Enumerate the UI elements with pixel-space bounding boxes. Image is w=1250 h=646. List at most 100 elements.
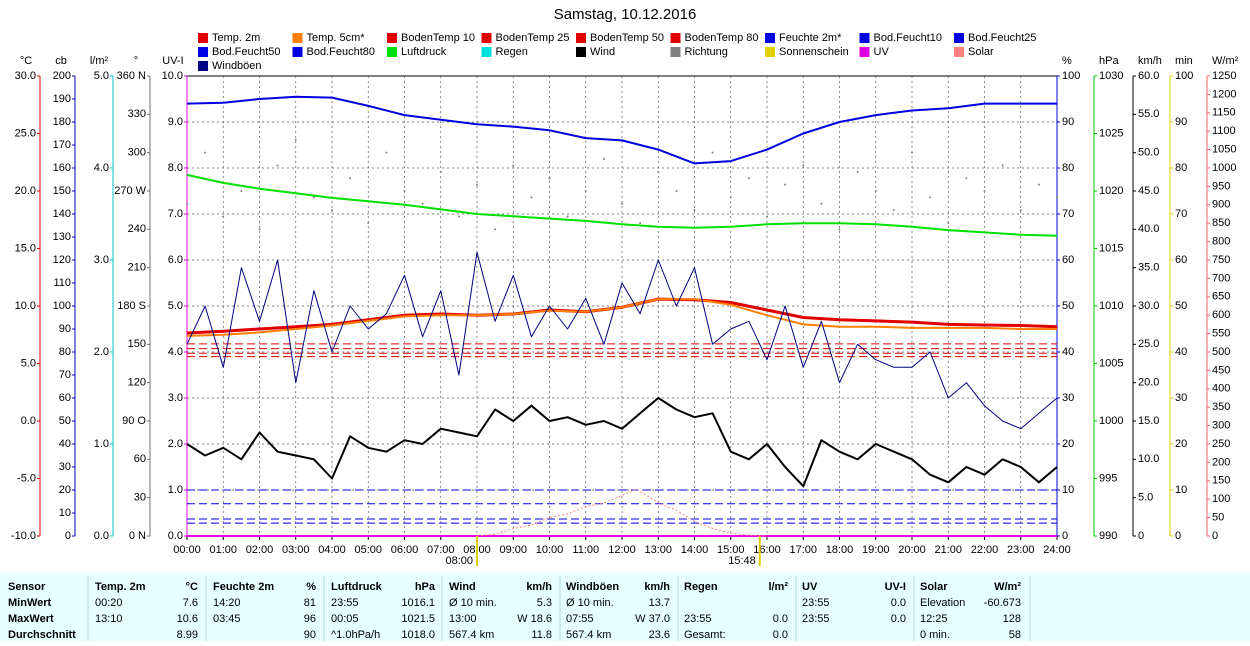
annotation: 15:48 [728,555,756,567]
table-cell: 0.0 [773,613,788,625]
axis-tick-label: 60.0 [1138,70,1159,82]
direction-point [747,177,750,180]
axis-tick-label: 20 [59,484,71,496]
legend-swatch [576,47,586,57]
direction-point [530,196,533,199]
axis-tick-label: 0 N [129,530,146,542]
legend-swatch [481,47,492,57]
table-cell: 567.4 km [566,629,611,641]
series-line [186,251,1058,430]
axis-tick-label: 500 [1212,346,1230,358]
axis-tick-label: 3.0 [168,392,183,404]
table-cell: Elevation [920,597,965,609]
direction-point [929,196,932,199]
table-cell: 90 [304,629,316,641]
axis-tick-label: 100 [1175,70,1193,82]
x-tick-label: 04:00 [318,544,346,556]
axis-tick-label: 0.0 [94,530,109,542]
axis-tick-label: 110 [53,277,71,289]
axis-tick-label: 10 [1062,484,1074,496]
legend-label: Temp. 2m [212,32,260,44]
axis-tick-label: 20.0 [1138,377,1159,389]
axis-tick-label: 5.0 [21,357,36,369]
direction-point [548,177,551,180]
axis-tick-label: 30 [1175,392,1187,404]
axis-tick-label: 60 [1175,254,1187,266]
table-cell: 7.6 [183,597,198,609]
table-cell: ^1.0hPa/h [331,629,380,641]
axis-tick-label: 0.0 [21,415,36,427]
axis-tick-label: 750 [1212,254,1230,266]
axis-tick-label: 0 [1062,530,1068,542]
table-cell: 128 [1003,613,1021,625]
axis-tick-label: 80 [1175,162,1187,174]
direction-point [1019,209,1022,212]
x-tick-label: 24:00 [1043,544,1071,556]
table-cell: 23:55 [331,597,359,609]
axis-title: ° [134,55,138,67]
x-tick-label: 10:00 [536,544,564,556]
x-tick-label: 13:00 [644,544,672,556]
direction-point [403,190,406,192]
table-cell: UV-I [885,581,906,593]
table-cell: MaxWert [8,613,54,625]
axis-tick-label: 1.0 [168,484,183,496]
axis-tick-label: -5.0 [17,472,36,484]
axis-tick-label: 4.0 [94,162,109,174]
direction-point [349,177,352,180]
direction-point [186,202,188,205]
table-cell: Feuchte 2m [213,581,274,593]
table-cell: 0.0 [891,597,906,609]
legend-swatch [292,33,303,43]
legend-label: Bod.Feucht50 [212,46,281,58]
legend-label: Richtung [685,46,728,58]
table-cell: 8.99 [177,629,198,641]
legend-swatch [670,33,681,43]
legend-label: Bod.Feucht80 [307,46,376,58]
direction-point [1001,164,1004,167]
direction-point [947,221,950,224]
axis-tick-label: 40 [1175,346,1187,358]
axis-tick-label: 10.0 [162,70,183,82]
axis-tick-label: 1000 [1099,415,1123,427]
table-cell: 58 [1009,629,1021,641]
axis-tick-label: 180 [53,116,71,128]
legend-swatch [198,61,208,71]
axis-tick-label: 9.0 [168,116,183,128]
direction-point [1056,196,1058,199]
x-tick-label: 19:00 [862,544,890,556]
axis-tick-label: 30.0 [15,70,36,82]
direction-point [639,221,642,224]
direction-point [874,190,877,192]
axis-tick-label: 80 [59,346,71,358]
table-cell: km/h [644,581,670,593]
axis-tick-label: 1000 [1212,162,1236,174]
direction-point [457,215,460,218]
axis-tick-label: 2.0 [94,346,109,358]
legend-swatch [481,33,492,43]
direction-point [965,177,968,180]
axis-tick-label: 300 [128,147,146,159]
direction-point [729,196,732,199]
axis-tick-label: 5.0 [1138,492,1153,504]
direction-point [222,215,225,218]
axis-tick-label: 450 [1212,364,1230,376]
x-tick-label: 16:00 [753,544,781,556]
axis-tick-label: 70 [1175,208,1187,220]
axis-tick-label: 5.0 [94,70,109,82]
axis-tick-label: 80 [1062,162,1074,174]
legend-swatch [387,47,397,57]
table-cell: Ø 10 min. [449,597,497,609]
axis-tick-label: 90 [1175,116,1187,128]
table-cell: 1018.0 [401,629,435,641]
axis-tick-label: 210 [128,262,146,274]
axis-tick-label: 190 [53,93,71,105]
axis-tick-label: 100 [1212,493,1230,505]
legend-label: Windböen [212,60,262,72]
direction-point [584,190,587,192]
axis-title: min [1175,55,1193,67]
table-cell: l/m² [768,581,788,593]
direction-point [204,151,207,154]
x-tick-label: 18:00 [826,544,854,556]
direction-point [421,202,424,205]
